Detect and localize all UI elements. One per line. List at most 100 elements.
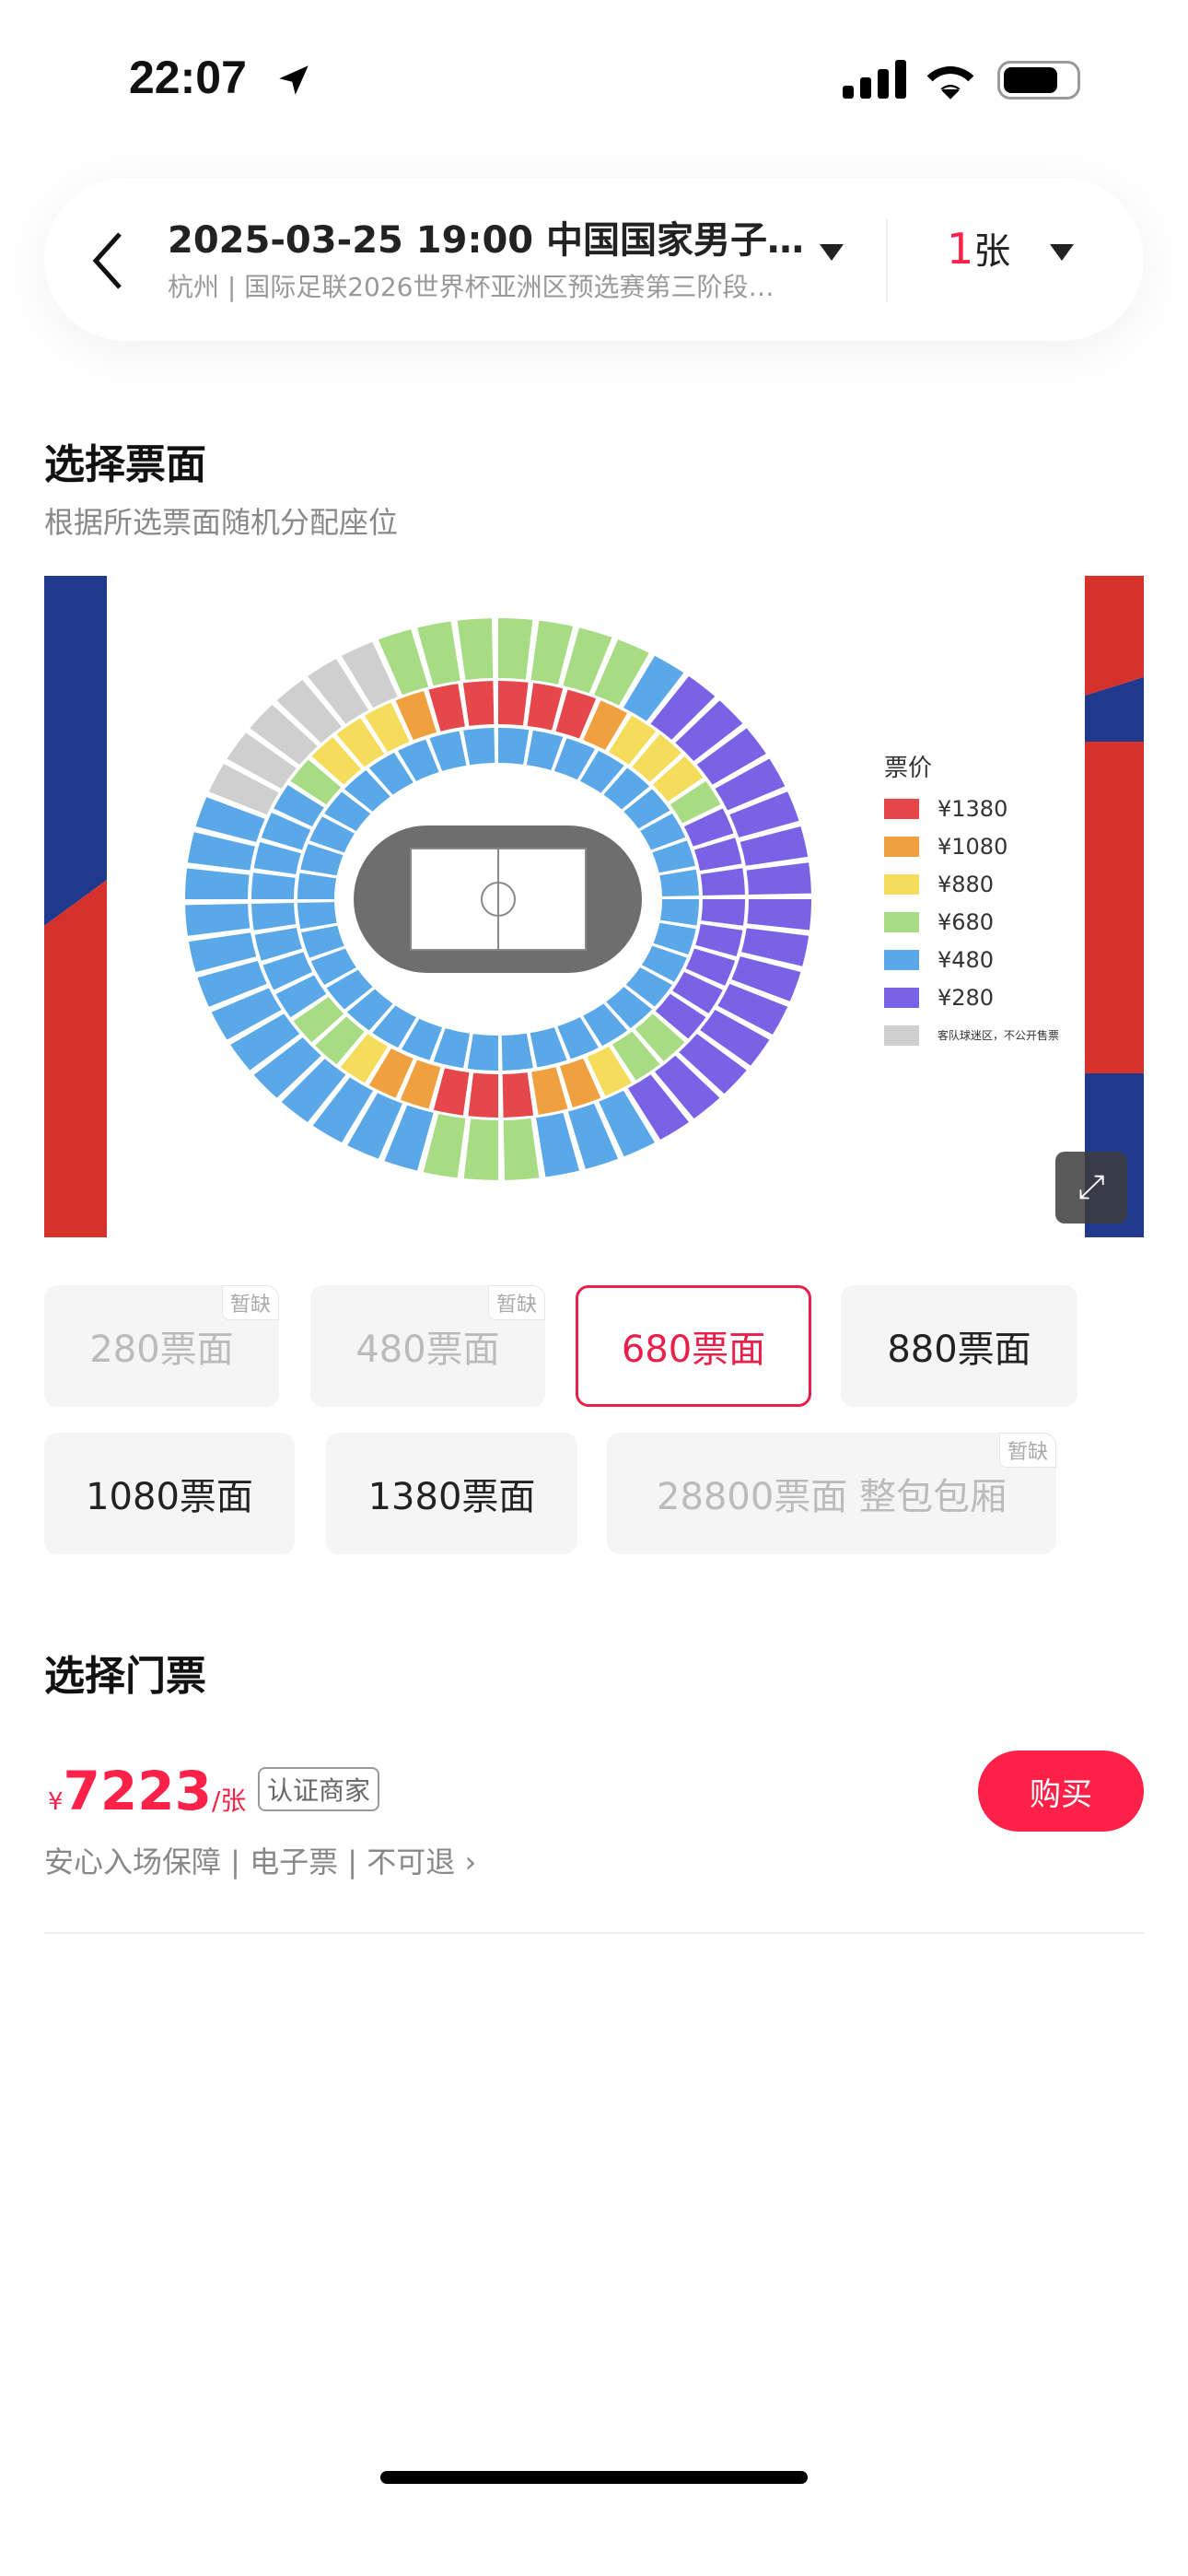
seat-section[interactable] xyxy=(423,1114,466,1178)
seat-section[interactable] xyxy=(536,1112,579,1177)
price-option[interactable]: 680票面 xyxy=(576,1285,811,1407)
seat-section[interactable] xyxy=(553,738,596,780)
seat-section[interactable] xyxy=(311,737,362,785)
seat-section[interactable] xyxy=(340,1034,388,1083)
seat-section[interactable] xyxy=(731,956,801,1001)
seat-section[interactable] xyxy=(555,689,597,739)
seat-section[interactable] xyxy=(526,730,564,770)
seat-section[interactable] xyxy=(530,1027,567,1068)
seat-section[interactable] xyxy=(740,826,809,866)
seat-section[interactable] xyxy=(342,641,398,708)
seat-section[interactable] xyxy=(729,791,799,838)
seat-section[interactable] xyxy=(696,728,766,785)
seat-section[interactable] xyxy=(384,1105,434,1171)
seat-section[interactable] xyxy=(652,840,695,873)
seat-section[interactable] xyxy=(251,902,297,931)
price-option[interactable]: 280票面 暂缺 xyxy=(44,1285,279,1407)
seat-section[interactable] xyxy=(395,691,437,741)
seat-section[interactable] xyxy=(378,629,429,696)
seat-section[interactable] xyxy=(603,767,650,810)
seat-section[interactable] xyxy=(368,1048,413,1098)
seat-section[interactable] xyxy=(717,983,788,1035)
seat-section[interactable] xyxy=(368,752,413,795)
seat-section[interactable] xyxy=(185,868,250,899)
buy-button[interactable]: 购买 xyxy=(978,1751,1144,1832)
seat-section[interactable] xyxy=(309,816,355,853)
seat-section[interactable] xyxy=(531,1067,568,1115)
seat-section[interactable] xyxy=(398,739,439,781)
seat-section[interactable] xyxy=(208,764,279,815)
price-option[interactable]: 1380票面 xyxy=(326,1433,577,1554)
seat-section[interactable] xyxy=(746,862,811,895)
seat-section[interactable] xyxy=(567,1103,619,1169)
price-option[interactable]: 28800票面 整包包厢 暂缺 xyxy=(607,1433,1056,1554)
seat-section[interactable] xyxy=(715,758,786,811)
seat-section[interactable] xyxy=(301,925,344,958)
seat-section[interactable] xyxy=(741,928,809,966)
seat-section[interactable] xyxy=(700,1010,770,1066)
seat-section[interactable] xyxy=(659,899,699,926)
seat-section[interactable] xyxy=(230,1013,300,1071)
seat-section[interactable] xyxy=(308,659,369,724)
seat-section[interactable] xyxy=(463,728,495,766)
seat-section[interactable] xyxy=(433,1068,470,1116)
seat-section[interactable] xyxy=(701,899,745,926)
seat-section[interactable] xyxy=(655,993,706,1039)
seat-section[interactable] xyxy=(609,715,657,765)
seat-section[interactable] xyxy=(312,1077,373,1143)
seat-section[interactable] xyxy=(195,797,265,842)
seat-section[interactable] xyxy=(365,702,410,753)
seat-section[interactable] xyxy=(261,813,311,850)
seat-section[interactable] xyxy=(641,945,687,982)
seat-section[interactable] xyxy=(310,948,356,985)
seat-section[interactable] xyxy=(650,676,716,740)
expand-icon[interactable]: ⤢ xyxy=(1055,1152,1127,1224)
seat-section[interactable] xyxy=(652,755,704,802)
event-title[interactable]: 2025-03-25 19:00 中国国家男子… xyxy=(168,219,805,262)
seat-section[interactable] xyxy=(326,969,373,1010)
seat-section[interactable] xyxy=(625,967,672,1007)
seat-section[interactable] xyxy=(655,1055,720,1119)
price-option[interactable]: 1080票面 xyxy=(44,1433,295,1554)
seat-section[interactable] xyxy=(611,1031,660,1081)
seat-section[interactable] xyxy=(336,718,385,767)
seat-section[interactable] xyxy=(563,627,612,694)
seat-section[interactable] xyxy=(623,789,670,829)
seat-section[interactable] xyxy=(429,731,467,771)
seat-section[interactable] xyxy=(627,1074,689,1140)
seat-section[interactable] xyxy=(297,872,337,899)
seat-section[interactable] xyxy=(679,1034,747,1095)
seat-section[interactable] xyxy=(632,733,681,782)
seat-section[interactable] xyxy=(428,684,465,732)
seat-section[interactable] xyxy=(188,932,257,972)
seat-section[interactable] xyxy=(502,1072,534,1118)
seat-section[interactable] xyxy=(293,997,344,1043)
seat-section[interactable] xyxy=(185,904,250,936)
seat-section[interactable] xyxy=(344,770,390,812)
listing-features[interactable]: 安心入场保障 | 电子票 | 不可退 › xyxy=(44,1839,476,1881)
seat-section[interactable] xyxy=(211,988,282,1040)
seat-section[interactable] xyxy=(275,975,327,1018)
seat-section[interactable] xyxy=(659,869,699,896)
seat-section[interactable] xyxy=(503,1118,540,1180)
seat-section[interactable] xyxy=(297,902,337,930)
seat-section[interactable] xyxy=(530,620,574,685)
seat-section[interactable] xyxy=(290,759,342,805)
seat-section[interactable] xyxy=(640,814,686,850)
seat-section[interactable] xyxy=(262,952,313,990)
seat-section[interactable] xyxy=(300,844,344,876)
seat-section[interactable] xyxy=(747,899,811,931)
seat-section[interactable] xyxy=(417,621,460,686)
seat-section[interactable] xyxy=(580,750,624,793)
seat-section[interactable] xyxy=(498,618,533,680)
seat-section[interactable] xyxy=(583,1003,628,1047)
seat-section[interactable] xyxy=(653,922,696,954)
event-dropdown-icon[interactable] xyxy=(820,244,844,261)
seat-section[interactable] xyxy=(254,927,302,961)
price-option[interactable]: 880票面 xyxy=(841,1285,1077,1407)
seat-section[interactable] xyxy=(685,948,736,986)
seat-section[interactable] xyxy=(467,1034,498,1071)
seat-section[interactable] xyxy=(253,1037,321,1098)
seat-section[interactable] xyxy=(700,868,745,896)
seat-section[interactable] xyxy=(683,808,734,847)
